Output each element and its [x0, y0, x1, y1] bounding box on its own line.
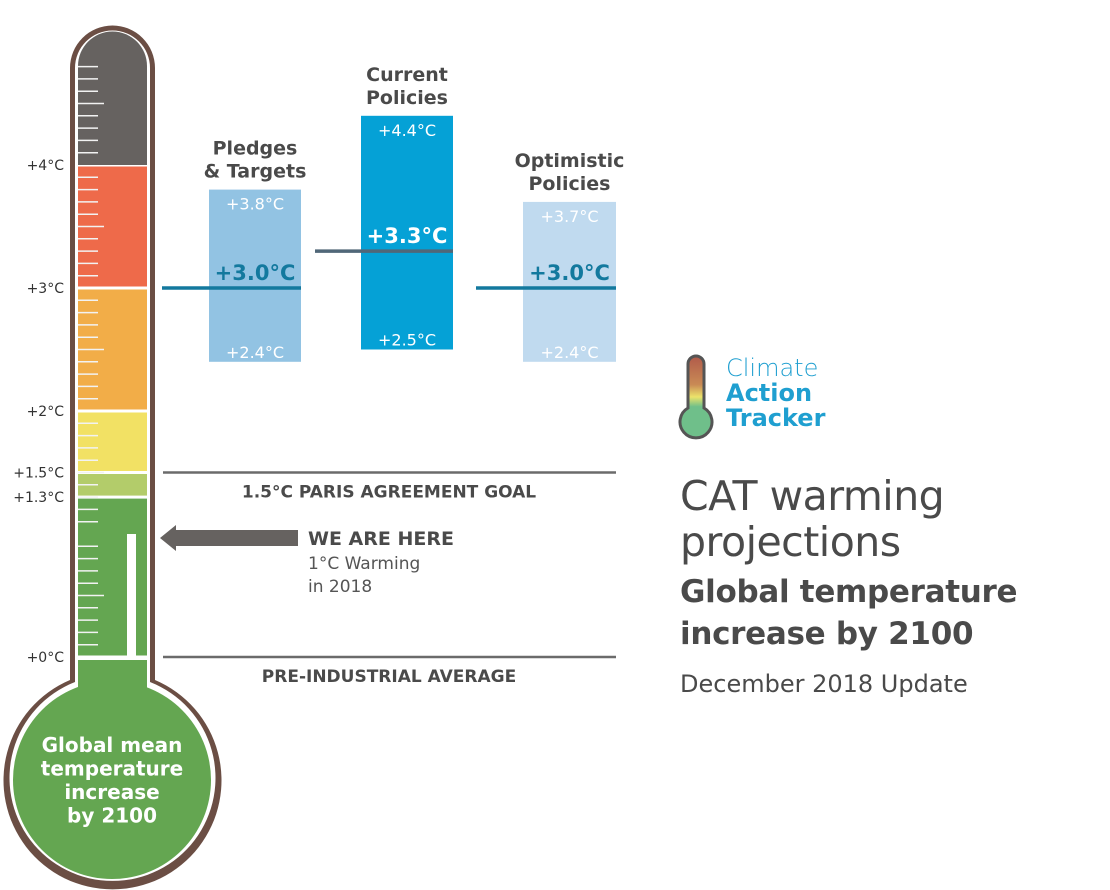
median-label: +3.0°C — [215, 261, 296, 285]
reference-line-label: PRE-INDUSTRIAL AVERAGE — [262, 667, 516, 687]
title-block: CAT warming projections Global temperatu… — [680, 473, 1100, 699]
subtitle: Global temperature increase by 2100 — [680, 574, 1018, 652]
update-date: December 2018 Update — [680, 670, 968, 698]
scenario-bars: +3.8°C +2.4°C +3.0°C Pledges& Targets +4.4°C… — [162, 64, 624, 362]
climate-action-tracker-logo: Climate Action Tracker — [672, 352, 872, 442]
y-tick-label: +1.3°C — [13, 490, 64, 506]
high-label: +3.7°C — [540, 207, 598, 226]
scenario-label: Optimistic — [515, 150, 625, 172]
scenario-label: Policies — [366, 87, 448, 109]
low-label: +2.4°C — [226, 343, 284, 362]
reference-line-label: 1.5°C PARIS AGREEMENT GOAL — [242, 483, 536, 503]
thermometer-band — [78, 474, 147, 496]
range-bar — [523, 201, 616, 362]
annotation-title: WE ARE HERE — [308, 528, 454, 550]
logo-action: Action — [726, 379, 813, 407]
y-tick-label: +1.5°C — [13, 466, 64, 482]
y-tick-label: +3°C — [27, 281, 65, 297]
scenario-label: Current — [366, 64, 448, 86]
median-label: +3.3°C — [367, 224, 448, 248]
thermometer-neck — [78, 660, 147, 720]
range-bar — [209, 189, 301, 362]
reference-lines: 1.5°C PARIS AGREEMENT GOAL PRE-INDUSTRIAL… — [163, 471, 616, 687]
y-tick-label: +2°C — [27, 404, 65, 420]
low-label: +2.5°C — [378, 331, 436, 350]
scenario-pledges-targets: +3.8°C +2.4°C +3.0°C Pledges& Targets — [162, 138, 306, 362]
arrow-left-icon — [160, 525, 298, 551]
scenario-label: Pledges — [213, 138, 298, 160]
current-level-indicator — [127, 534, 136, 659]
y-tick-label: +0°C — [27, 650, 65, 666]
thermometer-band — [78, 31, 147, 165]
y-axis-ticks: +0°C +1.3°C +1.5°C +2°C +3°C +4°C — [13, 158, 64, 666]
annotation-line: 1°C Warming — [308, 554, 420, 574]
low-label: +2.4°C — [540, 343, 598, 362]
main-title: CAT warming projections — [680, 472, 945, 566]
bulb-label: Global mean — [42, 733, 183, 757]
thermometer-band — [78, 412, 147, 471]
y-tick-label: +4°C — [27, 158, 65, 174]
logo-climate: Climate — [726, 354, 819, 382]
scenario-label: Policies — [529, 173, 611, 195]
annotation-line: in 2018 — [308, 577, 372, 597]
high-label: +4.4°C — [378, 121, 436, 140]
we-are-here-annotation: WE ARE HERE 1°C Warming in 2018 — [160, 525, 454, 597]
median-label: +3.0°C — [529, 261, 610, 285]
bulb-label: increase — [64, 780, 159, 804]
bulb-label: by 2100 — [67, 804, 157, 828]
range-bar — [361, 115, 453, 350]
logo-tracker: Tracker — [726, 404, 826, 432]
scenario-label: & Targets — [204, 161, 307, 183]
bulb-label: temperature — [41, 757, 183, 781]
high-label: +3.8°C — [226, 195, 284, 214]
thermometer-logo-icon — [678, 354, 714, 440]
thermometer-bulb — [13, 681, 211, 879]
